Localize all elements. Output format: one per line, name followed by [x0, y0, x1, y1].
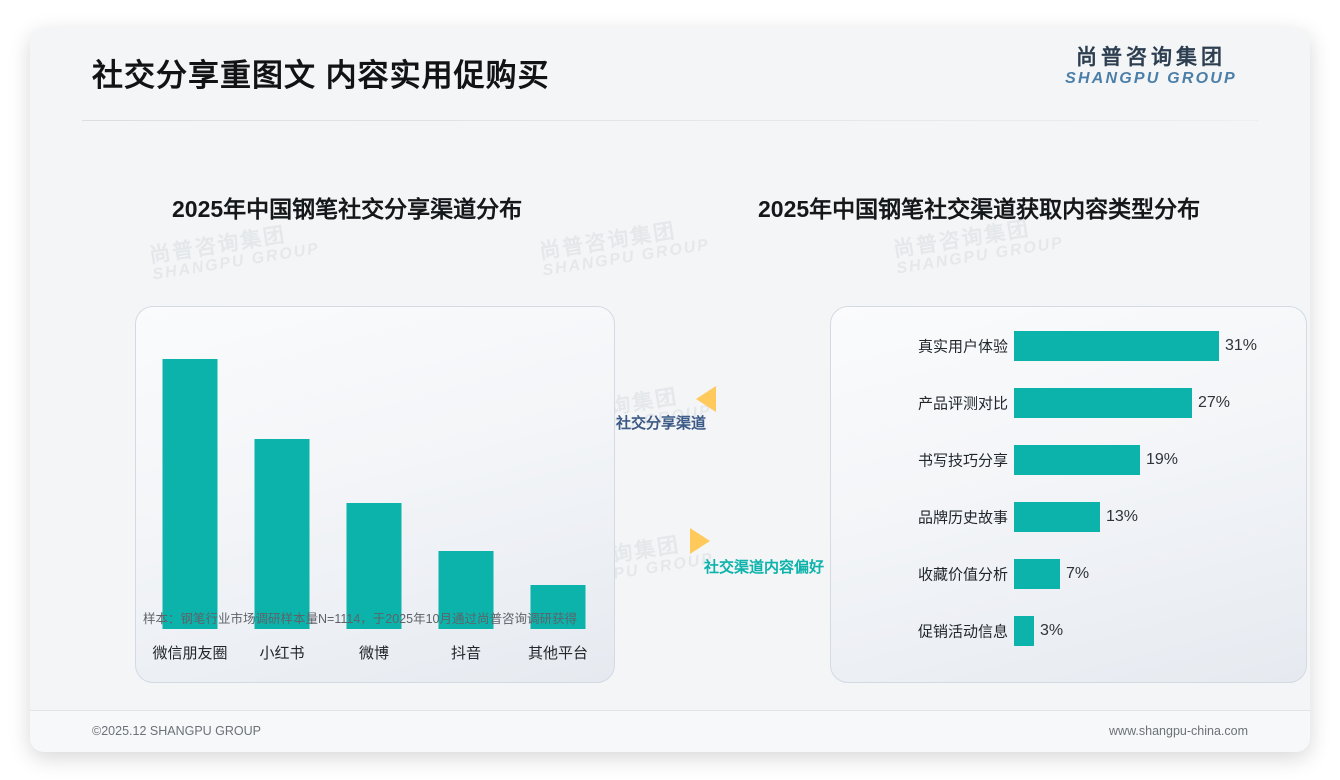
bar-fill	[1014, 616, 1034, 646]
bar-label: 促销活动信息	[917, 623, 1008, 641]
bar-label: 真实用户体验	[917, 338, 1008, 356]
center-callouts: 社交分享渠道 社交渠道内容偏好	[30, 128, 1310, 688]
header-divider	[82, 120, 1258, 121]
triangle-left-icon	[696, 386, 716, 412]
callout-label: 社交渠道内容偏好	[704, 559, 825, 576]
bar-fill	[1014, 388, 1192, 418]
brand-logo: 尚普咨询集团 SHANGPU GROUP	[1036, 46, 1266, 89]
sample-note-text: 样本：钢笔行业市场调研样本量N=1114，于2025年10月通过尚普咨询调研获得	[143, 612, 577, 626]
left-chart-title: 2025年中国钢笔社交分享渠道分布	[172, 196, 523, 222]
logo-chinese-name: 尚普咨询集团	[1076, 46, 1226, 69]
content-type-bar-chart: 真实用户体验 31% 产品评测对比 27% 书写技巧分享 19% 品牌历史故事 …	[830, 306, 1305, 681]
bar-label: 产品评测对比	[917, 395, 1008, 413]
right-chart-title: 2025年中国钢笔社交渠道获取内容类型分布	[758, 196, 1201, 222]
triangle-right-icon	[690, 528, 710, 554]
website-link[interactable]: www.shangpu-china.com	[1109, 724, 1248, 738]
bar-value: 3%	[1040, 622, 1064, 639]
bar-fill	[1014, 331, 1219, 361]
bar-value: 13%	[1106, 508, 1139, 525]
slide-canvas: 尚普咨询集团 SHANGPU GROUP 尚普咨询集团 SHANGPU GROU…	[30, 28, 1310, 752]
bar-fill	[1014, 559, 1060, 589]
bar-value: 19%	[1146, 451, 1179, 468]
column-label: 微博	[358, 645, 390, 662]
column-label: 微信朋友圈	[152, 645, 228, 662]
bar-row: 产品评测对比 27%	[830, 385, 1305, 421]
slide-header: 社交分享重图文 内容实用促购买 尚普咨询集团 SHANGPU GROUP	[30, 28, 1310, 120]
column-label: 抖音	[450, 645, 482, 662]
charts-region: 2025年中国钢笔社交分享渠道分布 2025年中国钢笔社交渠道获取内容类型分布 …	[30, 128, 1310, 688]
column-bar	[254, 439, 310, 629]
bar-row: 真实用户体验 31%	[830, 328, 1305, 364]
footer-divider	[30, 710, 1310, 711]
bar-fill	[1014, 502, 1100, 532]
column-bar	[530, 585, 586, 629]
sample-note-box: 样本：钢笔行业市场调研样本量N=1114，于2025年10月通过尚普咨询调研获得	[115, 601, 625, 633]
column-label: 其他平台	[527, 645, 589, 662]
bar-row: 促销活动信息 3%	[830, 613, 1305, 649]
column-bar	[162, 359, 218, 629]
copyright-text: ©2025.12 SHANGPU GROUP	[92, 724, 261, 738]
bar-value: 27%	[1198, 394, 1231, 411]
column-bar	[346, 503, 402, 629]
bar-label: 品牌历史故事	[917, 509, 1008, 527]
bar-label: 收藏价值分析	[917, 566, 1008, 584]
bar-row: 书写技巧分享 19%	[830, 442, 1305, 478]
social-share-channel-bar-chart: 38% 微信朋友圈 27% 小红书 18% 微博 11% 抖音 6%	[135, 306, 613, 681]
column-bar	[438, 551, 494, 629]
column-label: 小红书	[259, 645, 305, 662]
bar-value: 7%	[1066, 565, 1090, 582]
bar-row: 品牌历史故事 13%	[830, 499, 1305, 535]
page-title: 社交分享重图文 内容实用促购买	[92, 58, 550, 93]
bar-fill	[1014, 445, 1140, 475]
bar-label: 书写技巧分享	[917, 452, 1008, 470]
slide-footer: ©2025.12 SHANGPU GROUP www.shangpu-china…	[30, 711, 1310, 752]
callout-label: 社交分享渠道	[616, 415, 707, 432]
bar-value: 31%	[1225, 337, 1258, 354]
right-chart-card	[830, 306, 1307, 683]
logo-english-name: SHANGPU GROUP	[1065, 70, 1237, 88]
bar-row: 收藏价值分析 7%	[830, 556, 1305, 592]
